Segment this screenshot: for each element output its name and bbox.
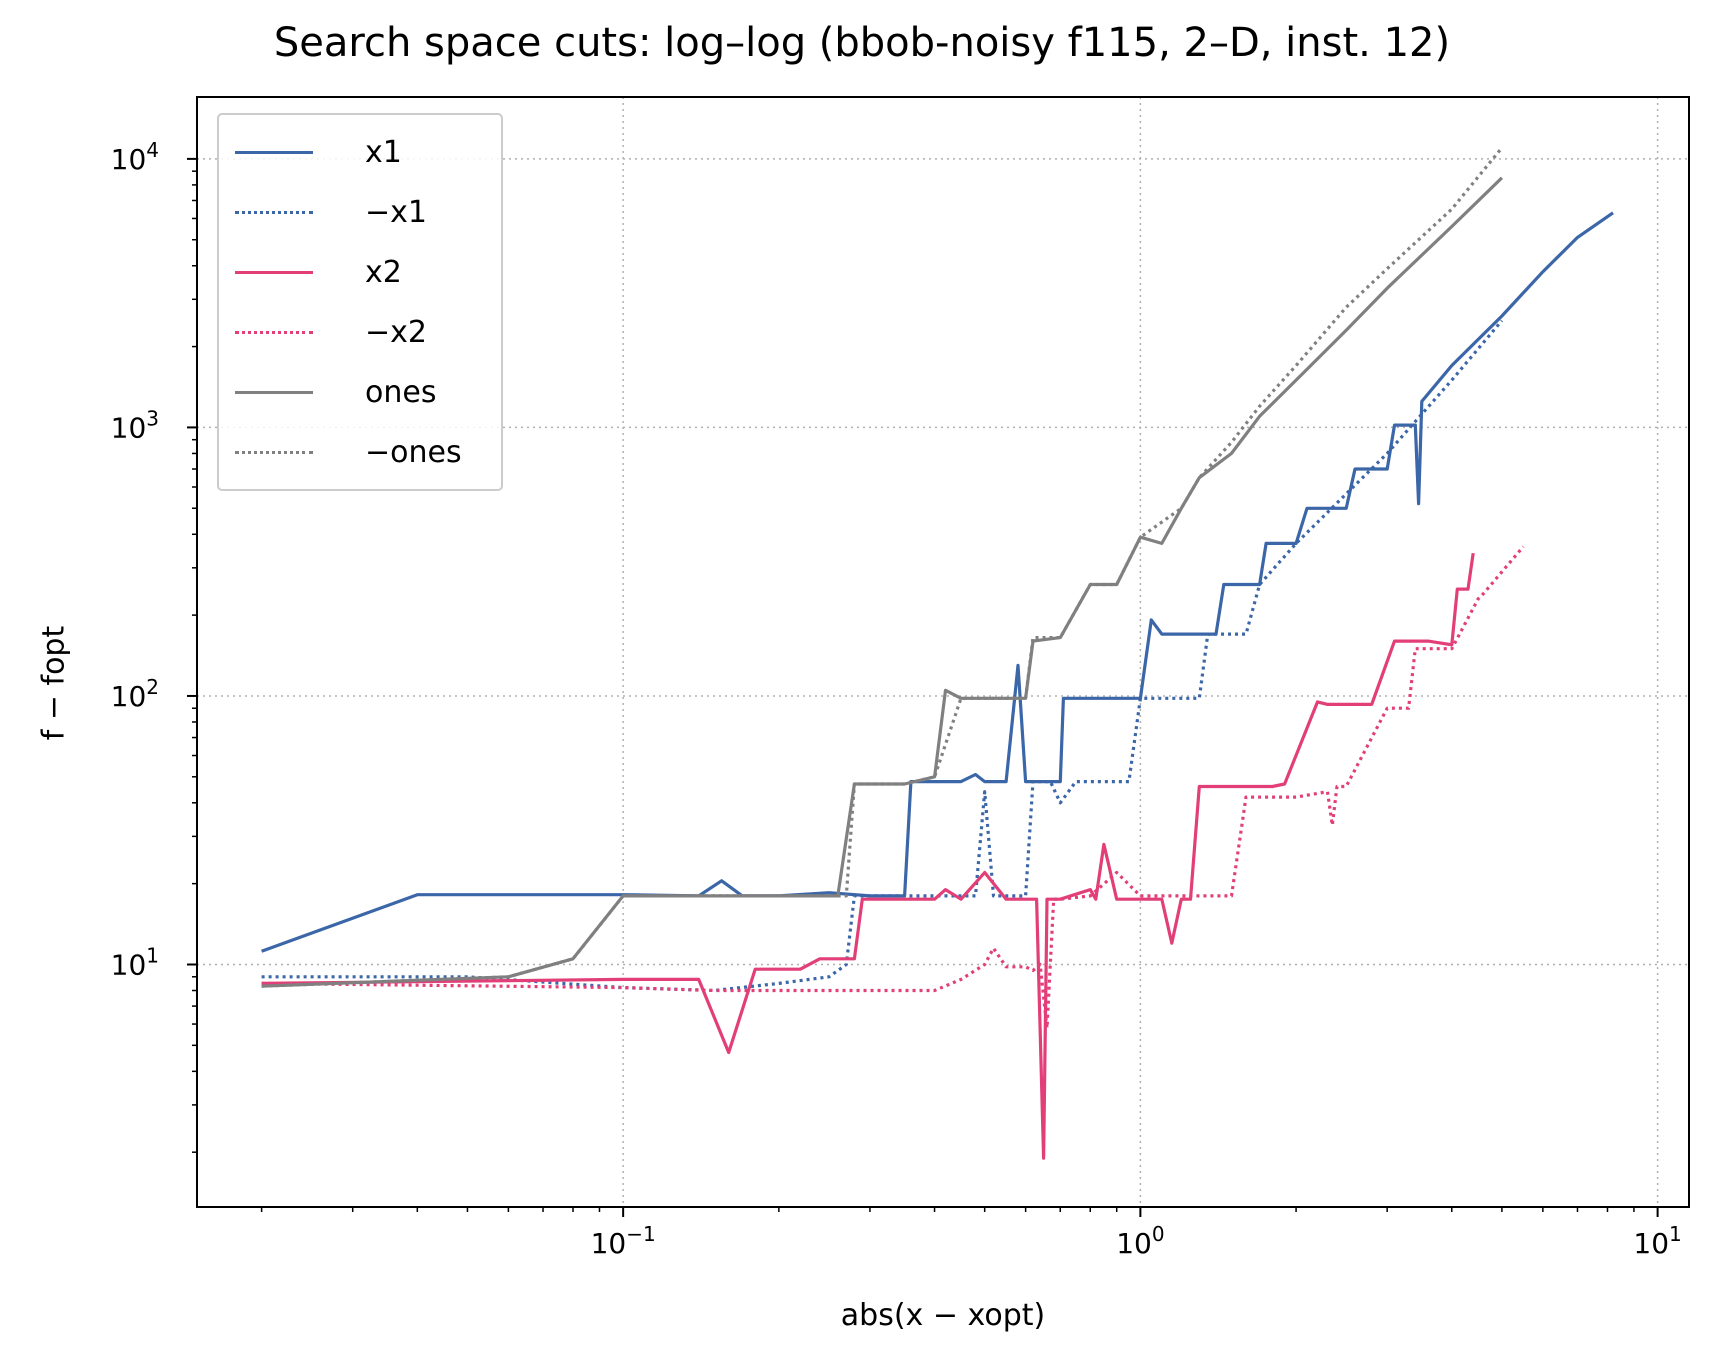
legend-label-x1: x1 — [365, 135, 402, 170]
x-tick-label: 100 — [1116, 1222, 1164, 1260]
legend-item-neg-ones: −ones — [231, 433, 501, 473]
legend-swatch-neg-x1 — [235, 211, 313, 214]
legend-item-ones: ones — [231, 373, 501, 413]
x-tick-label: 101 — [1633, 1222, 1681, 1260]
grid — [197, 97, 1689, 1207]
axis-ticks: 10−1 100 101 101 102 103 104 — [111, 138, 1682, 1260]
y-tick-label: 101 — [111, 943, 159, 981]
legend-label-x2: x2 — [365, 255, 402, 290]
series-line — [261, 552, 1475, 1160]
legend-item-x2: x2 — [231, 253, 501, 293]
y-tick-label: 103 — [111, 406, 159, 444]
legend-label-neg-ones: −ones — [365, 435, 462, 470]
series-group — [261, 146, 1614, 1160]
legend-swatch-x2 — [235, 271, 313, 274]
legend-label-neg-x1: −x1 — [365, 195, 427, 230]
x-tick-label: 10−1 — [591, 1222, 656, 1260]
legend-swatch-ones — [235, 391, 313, 394]
legend: x1 −x1 x2 −x2 ones −ones — [217, 113, 503, 491]
legend-swatch-neg-x2 — [235, 331, 313, 334]
chart-title: Search space cuts: log–log (bbob-noisy f… — [273, 20, 1451, 66]
legend-label-neg-x2: −x2 — [365, 315, 427, 350]
y-tick-label: 102 — [111, 675, 159, 713]
legend-label-ones: ones — [365, 375, 437, 410]
legend-item-neg-x2: −x2 — [231, 313, 501, 353]
series-line — [261, 319, 1504, 993]
legend-item-x1: x1 — [231, 133, 501, 173]
y-axis-label: f − fopt — [36, 625, 72, 741]
x-axis-label: abs(x − xopt) — [840, 1298, 1046, 1333]
legend-swatch-neg-ones — [235, 451, 313, 454]
legend-swatch-x1 — [235, 151, 313, 154]
legend-item-neg-x1: −x1 — [231, 193, 501, 233]
series-line — [261, 146, 1504, 988]
series-line — [261, 545, 1525, 1030]
y-tick-label: 104 — [111, 138, 159, 176]
plot-frame — [196, 96, 1690, 1208]
series-line — [261, 211, 1614, 953]
